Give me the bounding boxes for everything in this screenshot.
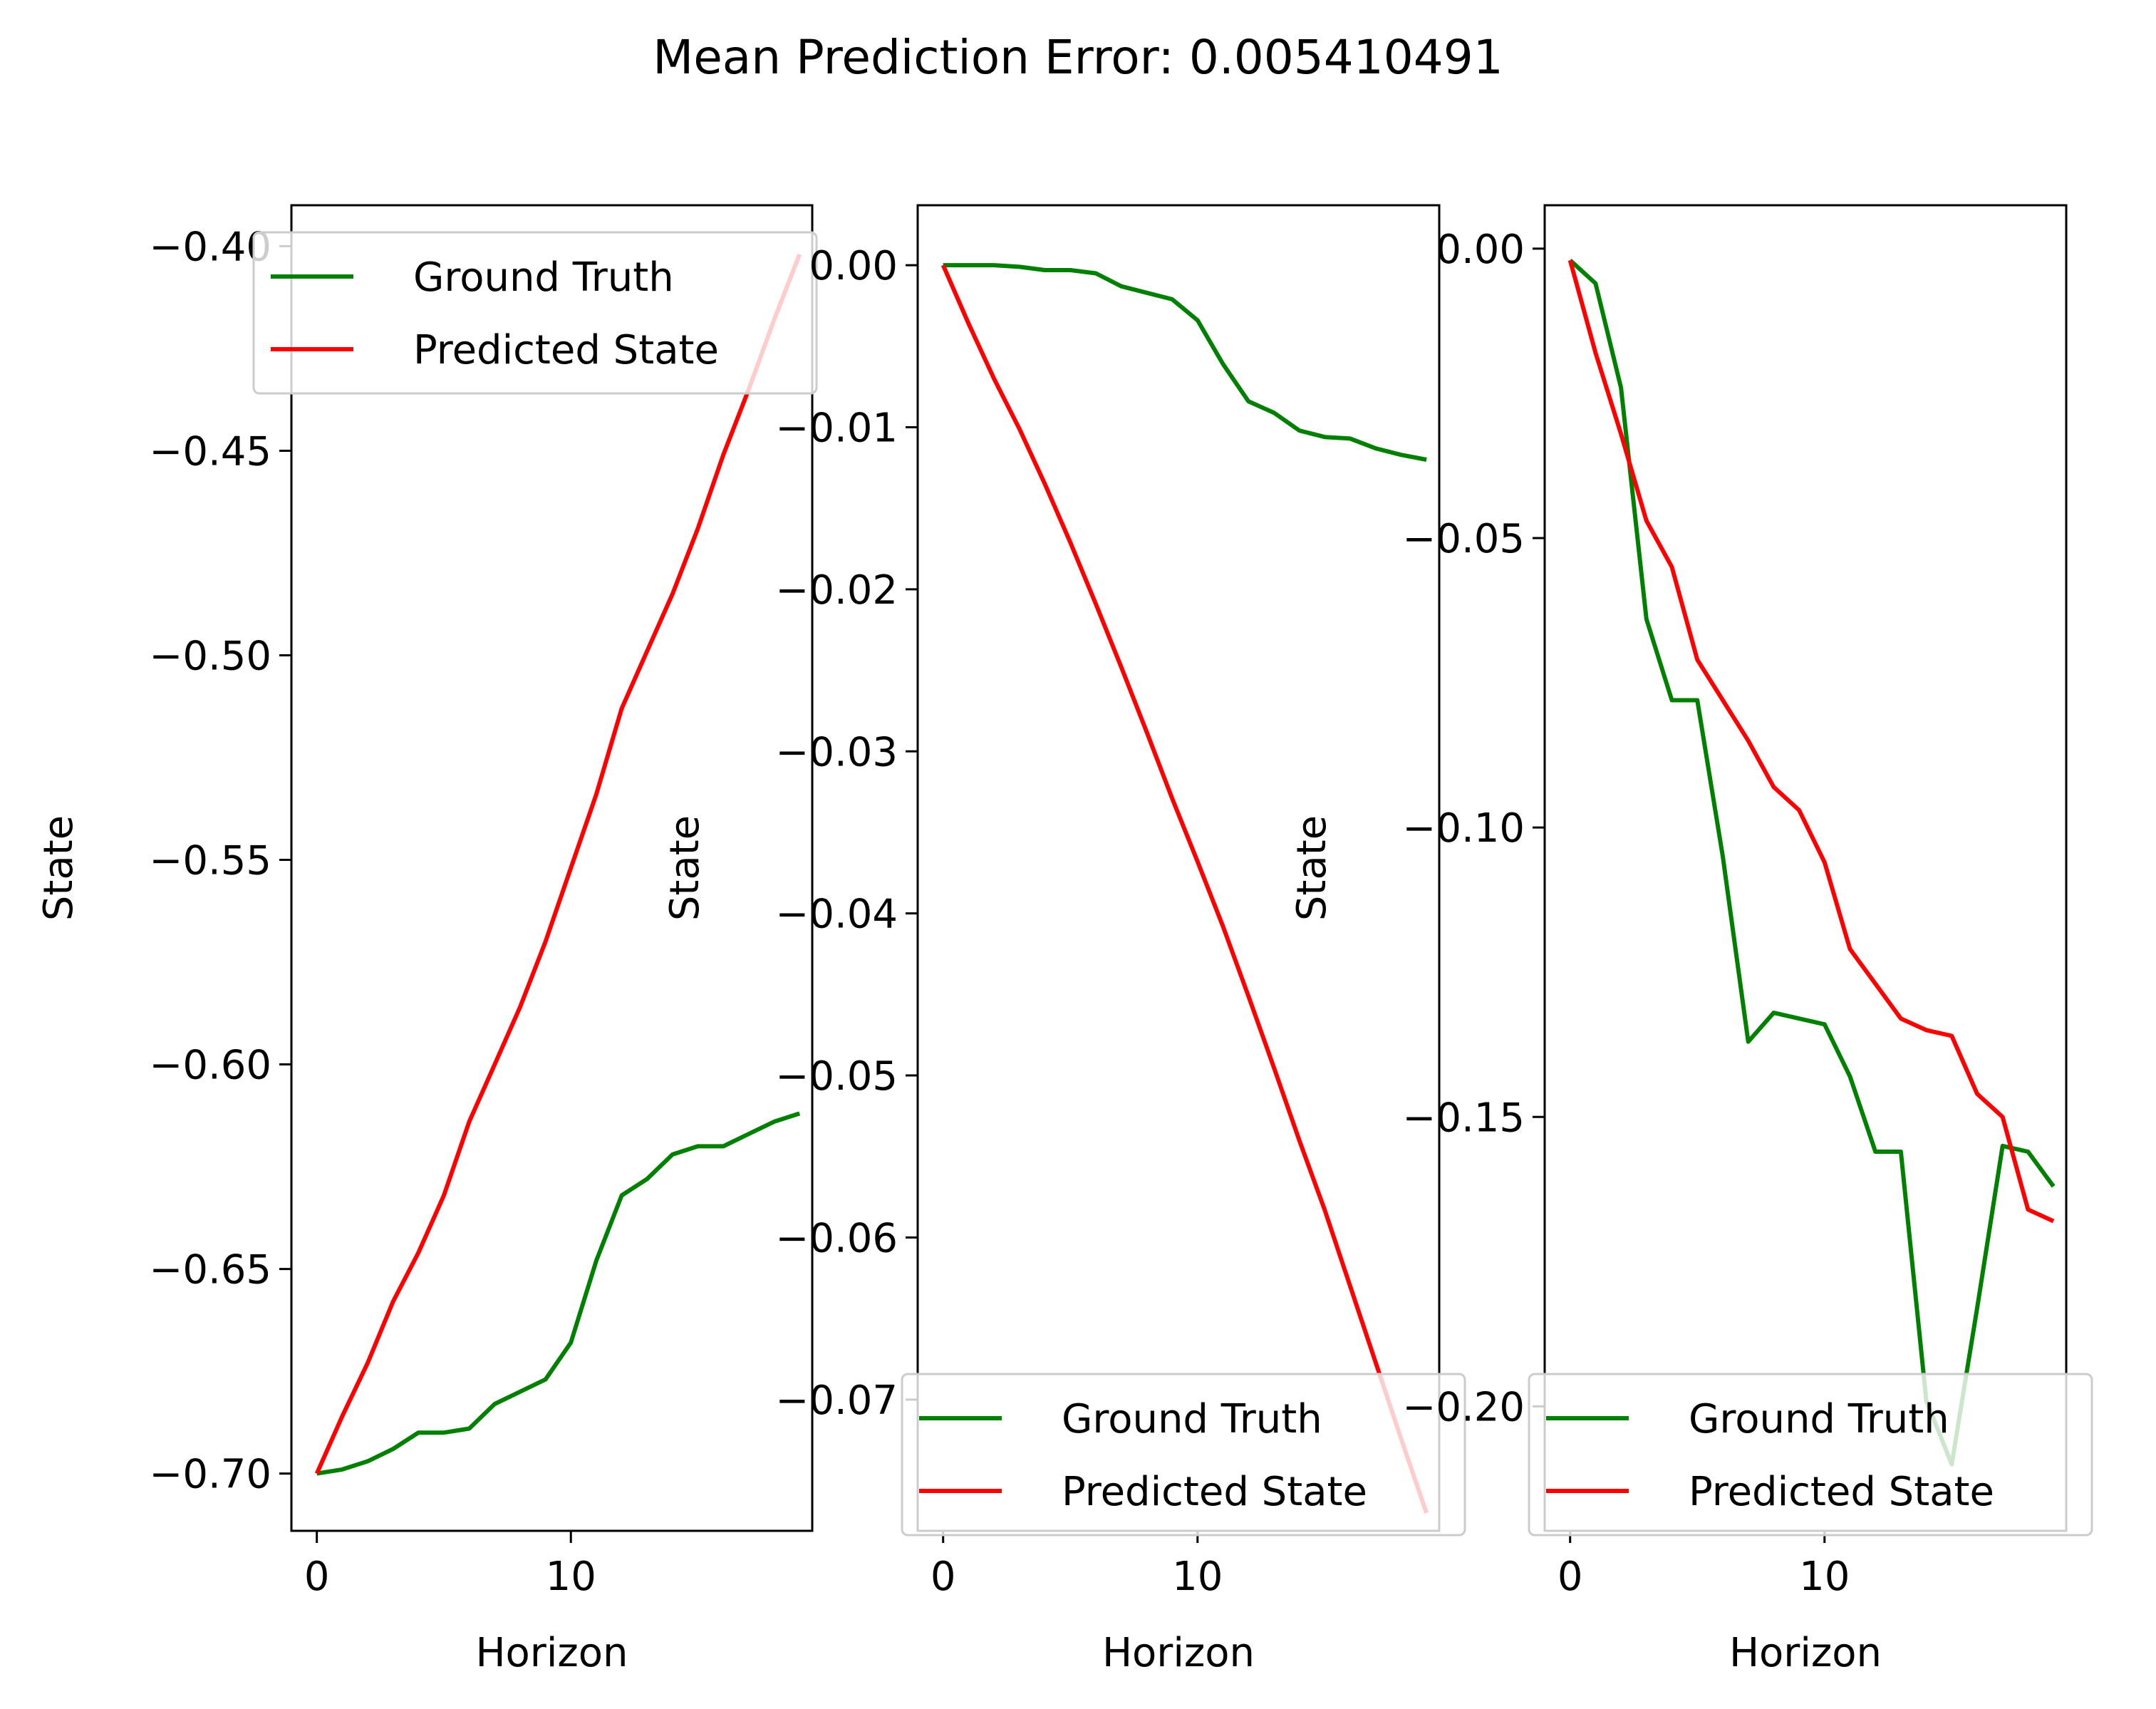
y-tick-label: −0.70	[149, 1452, 271, 1498]
y-tick-label: −0.10	[1402, 805, 1525, 852]
y-tick-label: −0.05	[1402, 516, 1525, 562]
series-line-ground-truth	[943, 263, 1427, 462]
subplot-3: 0 10 0.00 −0.05 −0.10 −0.15 −0.20 Horizon State G…	[1289, 204, 2093, 1676]
x-axis-label: Horizon	[1729, 1630, 1882, 1676]
y-tick-label: −0.15	[1402, 1095, 1525, 1141]
y-tick-label: −0.06	[775, 1215, 898, 1261]
legend-box	[901, 1373, 1466, 1537]
x-axis-label: Horizon	[475, 1630, 628, 1676]
legend-label-ground-truth: Ground Truth	[1062, 1396, 1322, 1442]
x-tick-label: 10	[1172, 1554, 1223, 1600]
legend-label-ground-truth: Ground Truth	[413, 254, 674, 301]
y-axis-label: State	[36, 815, 82, 921]
y-axis-label: State	[1289, 815, 1335, 921]
x-axis-label: Horizon	[1102, 1630, 1255, 1676]
series-line-ground-truth	[316, 1111, 801, 1476]
y-tick-label: −0.02	[775, 567, 898, 614]
series-line-predicted-state	[314, 253, 802, 1475]
x-tick-label: 0	[1558, 1554, 1583, 1600]
y-tick-label: −0.07	[775, 1378, 898, 1424]
y-tick-label: 0.00	[1436, 227, 1525, 273]
subplot-panels: 0 10 −0.70 −0.65 −0.60 −0.55 −0.50 −0.45 −0.40 Ho…	[36, 204, 2093, 1676]
legend-label-ground-truth: Ground Truth	[1689, 1396, 1949, 1442]
x-tick-label: 0	[931, 1554, 956, 1600]
y-tick-label: 0.00	[809, 243, 898, 289]
y-tick-label: −0.55	[149, 838, 271, 884]
y-tick-label: −0.45	[149, 428, 271, 475]
legend-label-predicted-state: Predicted State	[413, 327, 719, 373]
y-tick-label: −0.20	[1402, 1384, 1525, 1430]
y-axis-label: State	[662, 815, 708, 921]
y-tick-label: −0.65	[149, 1247, 271, 1294]
subplot-2: 0 10 0.00 −0.01 −0.02 −0.03 −0.04 −0.05 −0.06 −0.…	[662, 204, 1466, 1676]
series-line-predicted-state	[1567, 259, 2055, 1224]
legend: Ground Truth Predicted State	[1528, 1373, 2093, 1537]
y-tick-label: −0.50	[149, 633, 271, 679]
legend-label-predicted-state: Predicted State	[1689, 1469, 1994, 1515]
y-tick-label: −0.03	[775, 729, 898, 775]
legend: Ground Truth Predicted State	[901, 1373, 1466, 1537]
axes-frame	[290, 204, 814, 1532]
legend-box	[252, 231, 818, 395]
legend-label-predicted-state: Predicted State	[1062, 1469, 1367, 1515]
subplot-1: 0 10 −0.70 −0.65 −0.60 −0.55 −0.50 −0.45 −0.40 Ho…	[36, 204, 818, 1676]
x-tick-label: 10	[1799, 1554, 1850, 1600]
legend: Ground Truth Predicted State	[252, 231, 818, 395]
y-tick-label: −0.01	[775, 406, 898, 452]
series-line-ground-truth	[1568, 258, 2056, 1467]
y-tick-label: −0.40	[149, 224, 271, 270]
figure-title: Mean Prediction Error: 0.005410491	[653, 30, 1503, 85]
x-tick-label: 0	[304, 1554, 330, 1600]
y-tick-label: −0.60	[149, 1043, 271, 1089]
x-tick-label: 10	[546, 1554, 596, 1600]
y-tick-label: −0.05	[775, 1053, 898, 1100]
legend-box	[1528, 1373, 2093, 1537]
series-line-predicted-state	[940, 264, 1429, 1514]
y-tick-label: −0.04	[775, 892, 898, 938]
